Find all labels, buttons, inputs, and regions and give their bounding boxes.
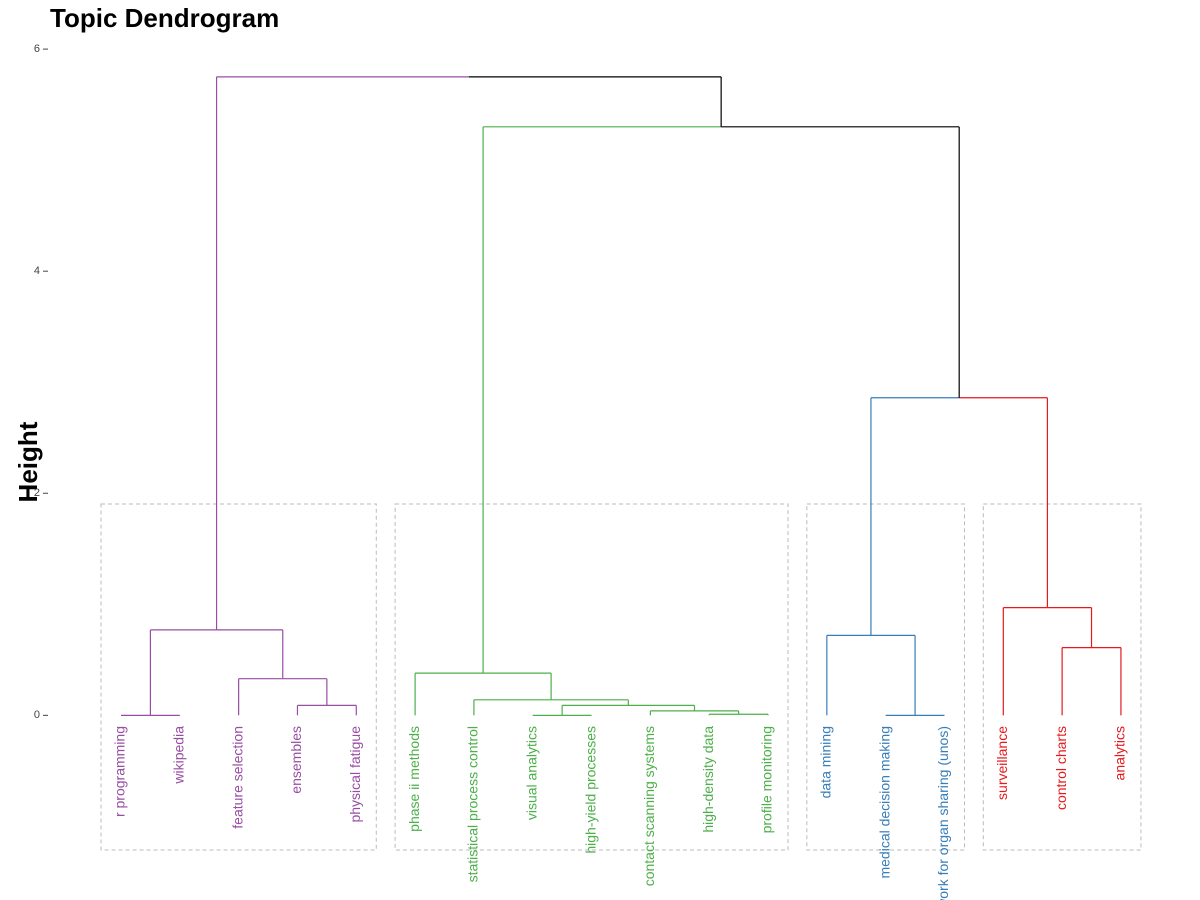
y-tick-label: 0: [34, 709, 40, 721]
cluster-rect: [394, 503, 789, 851]
leaf-label: analytics: [1112, 726, 1128, 780]
leaf-label: statistical process control: [465, 726, 481, 882]
leaf-label: feature selection: [229, 726, 245, 829]
leaf-label: wikipedia: [171, 726, 187, 785]
leaf-label: phase ii methods: [406, 726, 422, 832]
leaf-label: control charts: [1053, 726, 1069, 810]
chart-title: Topic Dendrogram: [50, 3, 279, 33]
leaf-label: high-density data: [700, 726, 716, 833]
leaf-label: profile monitoring: [759, 726, 775, 833]
cluster-rect: [806, 503, 965, 851]
leaf-label: data mining: [818, 726, 834, 798]
cluster-rect: [100, 503, 377, 851]
leaf-label: high-yield processes: [582, 726, 598, 854]
leaf-label: medical decision making: [876, 726, 892, 879]
y-tick-label: 2: [34, 487, 40, 499]
y-tick-label: 6: [34, 43, 40, 55]
y-axis-label: Height: [13, 421, 43, 502]
leaf-label: physical fatigue: [347, 726, 363, 823]
leaf-label: visual analytics: [523, 726, 539, 820]
leaf-label: contact scanning systems: [641, 726, 657, 886]
leaf-label: united network for organ sharing (unos): [935, 726, 951, 900]
cluster-rect: [982, 503, 1142, 851]
y-tick-label: 4: [34, 265, 40, 277]
leaf-label: r programming: [112, 726, 128, 817]
leaf-label: ensembles: [288, 726, 304, 794]
leaf-label: surveillance: [994, 726, 1010, 800]
